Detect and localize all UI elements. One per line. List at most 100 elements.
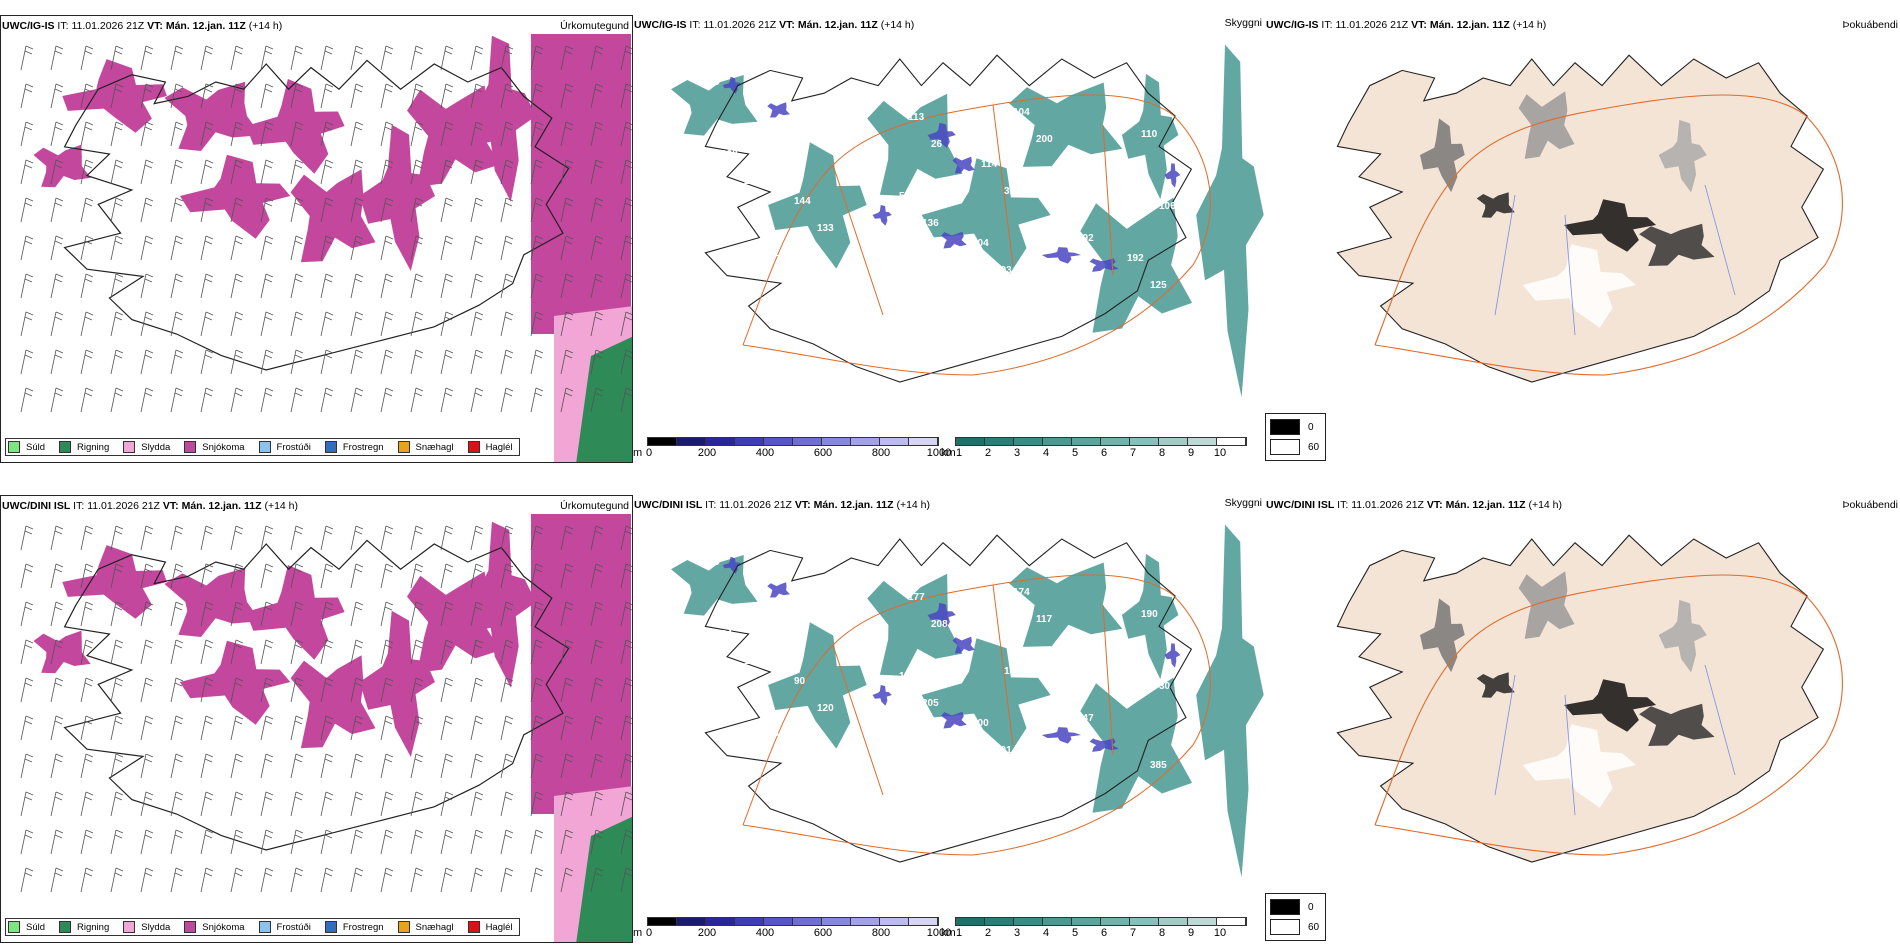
legend-label: Slydda <box>141 921 171 933</box>
wind-barb <box>50 45 64 71</box>
ceiling-label: 263 <box>1045 285 1062 296</box>
ceiling-label: 70 <box>940 290 952 301</box>
legend-item: Snæhagl <box>397 921 454 933</box>
fog-legend-ig: 0 60 <box>1265 413 1327 461</box>
wind-barb <box>140 83 154 109</box>
ceiling-label: 90 <box>794 676 806 687</box>
wind-barb <box>380 45 394 71</box>
wind-barb <box>530 83 544 109</box>
wind-barb <box>80 387 94 413</box>
wind-barb <box>470 197 484 223</box>
wind-barb <box>620 639 632 665</box>
wind-barb <box>50 311 64 337</box>
wind-barb <box>410 525 424 551</box>
ceiling-cell <box>1089 738 1119 752</box>
wind-barb <box>590 829 604 855</box>
wind-barb <box>20 563 34 589</box>
ceiling-label: 100 <box>972 718 989 729</box>
wind-barb <box>50 791 64 817</box>
wind-barb <box>500 639 514 665</box>
wind-barb <box>110 121 124 147</box>
colorbar-cell <box>1072 438 1101 445</box>
wind-barb <box>530 715 544 741</box>
wind-barb <box>170 387 184 413</box>
ceiling-label: 120 <box>817 703 834 714</box>
colorbar-tick: 1 <box>955 447 963 459</box>
wind-barb <box>530 387 544 413</box>
wind-barb <box>260 45 274 71</box>
wind-barb <box>380 311 394 337</box>
ceiling-label: 488 <box>776 124 793 135</box>
legend-label: Snæhagl <box>415 441 454 453</box>
colorbar-cell <box>985 918 1014 925</box>
wind-barb <box>170 715 184 741</box>
ceiling-label: 88 <box>940 770 952 781</box>
colorbar-tick: 200 <box>697 447 717 459</box>
colorbar-tick: 200 <box>697 927 717 939</box>
wind-barb <box>410 867 424 893</box>
wind-barb <box>350 197 364 223</box>
river <box>1494 184 1736 336</box>
wind-barb <box>110 829 124 855</box>
wind-barb <box>590 197 604 223</box>
wind-barb <box>410 715 424 741</box>
wind-barb <box>620 45 632 71</box>
wind-barb <box>260 791 274 817</box>
wind-barb <box>50 753 64 779</box>
wind-barb <box>320 525 334 551</box>
ceiling-label: 125 <box>1150 280 1167 291</box>
wind-barb <box>350 311 364 337</box>
wind-barb <box>500 83 514 109</box>
wind-barb <box>380 387 394 413</box>
wind-barb <box>320 829 334 855</box>
ceiling-label: 194 <box>1109 661 1126 672</box>
legend-item: Slydda <box>123 441 170 453</box>
visibility-cell <box>1009 82 1123 167</box>
wind-barb <box>560 525 574 551</box>
wind-barb <box>530 525 544 551</box>
ceiling-cell <box>927 602 956 628</box>
road-network <box>742 94 1211 376</box>
wind-barb <box>20 349 34 375</box>
legend-label: Frostregn <box>342 441 384 453</box>
wind-barb <box>230 83 244 109</box>
ceiling-cell <box>767 582 790 598</box>
ceiling-label: 136 <box>922 218 939 229</box>
wind-barb <box>50 601 64 627</box>
land <box>1336 534 1825 863</box>
wind-barb <box>50 387 64 413</box>
ceiling-label: 144 <box>794 196 811 207</box>
wind-barb <box>500 563 514 589</box>
wind-barb <box>440 753 454 779</box>
wind-barb <box>320 349 334 375</box>
ring-road <box>1374 574 1843 856</box>
wind-barb <box>290 867 304 893</box>
wind-barb <box>50 159 64 185</box>
wind-barb <box>50 867 64 893</box>
legend-swatch <box>397 921 410 933</box>
fog-panel-ig: UWC/IG-IS IT: 11.01.2026 21Z VT: Mán. 12… <box>1265 15 1900 463</box>
colorbar-tick: 10 <box>1213 927 1227 939</box>
wind-barb <box>350 349 364 375</box>
wind-barb <box>470 715 484 741</box>
wind-barb <box>50 121 64 147</box>
wind-barb <box>80 715 94 741</box>
visibility-cell <box>1080 677 1193 813</box>
wind-barb <box>290 563 304 589</box>
ceiling-label: 113 <box>908 112 925 123</box>
wind-barb <box>260 273 274 299</box>
ceiling-cell <box>1041 247 1082 264</box>
colorbar-cell <box>851 918 880 925</box>
wind-barb <box>440 601 454 627</box>
snow-cell <box>33 630 91 674</box>
legend-label: Frostúði <box>276 441 311 453</box>
wind-barb <box>140 387 154 413</box>
wind-barb <box>410 601 424 627</box>
ceiling-label: 131 <box>762 248 779 259</box>
wind-barb <box>350 639 364 665</box>
wind-barb <box>230 387 244 413</box>
wind-barb <box>200 791 214 817</box>
colorbar-tick: 1000 <box>926 447 952 459</box>
wind-barb <box>140 563 154 589</box>
ceiling-label: 317 <box>1004 186 1021 197</box>
